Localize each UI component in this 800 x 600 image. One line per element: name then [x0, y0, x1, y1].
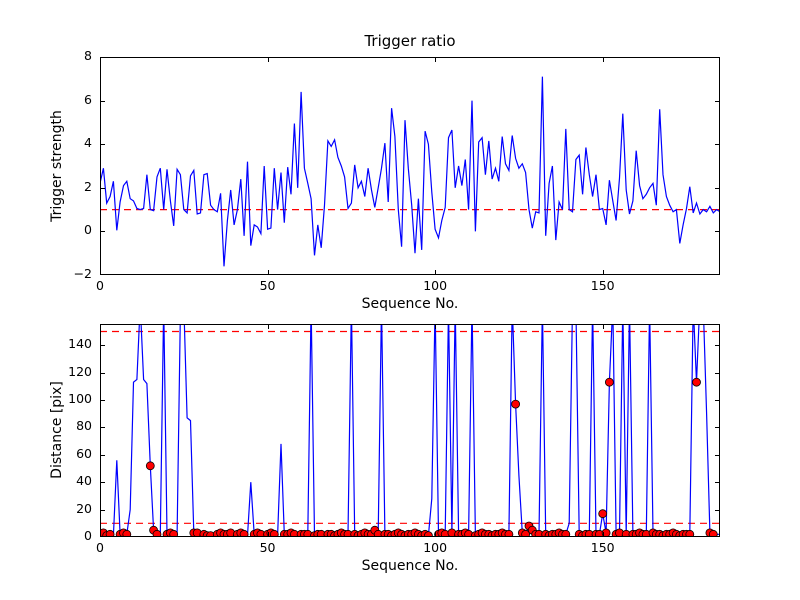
match-marker: [692, 377, 701, 387]
x-tick-label: 150: [590, 540, 615, 555]
y-tick-label: 0: [84, 528, 92, 543]
y-tick-label: 4: [84, 135, 92, 151]
y-tick-label: 60: [76, 445, 92, 461]
y-tick-label: 120: [68, 363, 92, 379]
y-tick-label: 0: [84, 222, 92, 238]
distance-line: [100, 324, 720, 537]
y-tick-label: 6: [84, 91, 92, 107]
y-tick-label: 8: [84, 48, 92, 63]
y-tick-label: −2: [73, 266, 92, 281]
x-tick-label: 100: [423, 540, 448, 555]
match-marker: [604, 377, 614, 387]
x-tick-label: 0: [96, 278, 104, 293]
chart-title: Trigger ratio: [364, 32, 456, 50]
match-marker: [561, 529, 571, 537]
match-marker: [239, 529, 249, 537]
x-tick-label: 150: [590, 278, 615, 293]
top-xaxis-label: Sequence No.: [361, 296, 459, 312]
top-yaxis-label: Trigger strength: [49, 110, 65, 222]
y-tick-label: 80: [76, 418, 92, 434]
axes-frame: [100, 57, 720, 275]
match-marker: [169, 529, 179, 537]
y-tick-label: 40: [76, 473, 92, 489]
match-marker: [269, 529, 279, 537]
y-tick-label: 2: [84, 178, 92, 194]
y-tick-label: 20: [76, 500, 92, 516]
x-tick-label: 50: [259, 540, 276, 555]
match-marker: [511, 399, 521, 409]
match-marker: [424, 531, 433, 537]
match-marker: [521, 529, 530, 537]
match-marker: [152, 529, 162, 537]
y-tick-label: 100: [68, 391, 92, 407]
x-tick-label: 0: [96, 540, 104, 555]
match-marker: [598, 509, 608, 519]
match-marker: [685, 529, 695, 537]
x-tick-label: 50: [259, 278, 276, 293]
trigger-strength-line: [100, 76, 720, 267]
match-marker: [145, 461, 155, 471]
match-marker: [708, 529, 718, 537]
y-tick-label: 140: [68, 336, 92, 352]
match-marker: [504, 529, 514, 537]
axes-frame: [100, 324, 720, 537]
x-tick-label: 100: [423, 278, 448, 293]
match-marker: [105, 529, 115, 537]
distance-axes: [100, 324, 720, 537]
match-marker: [122, 529, 132, 537]
match-markers: [100, 377, 718, 537]
bottom-xaxis-label: Sequence No.: [361, 558, 459, 574]
trigger-ratio-axes: [100, 57, 720, 275]
